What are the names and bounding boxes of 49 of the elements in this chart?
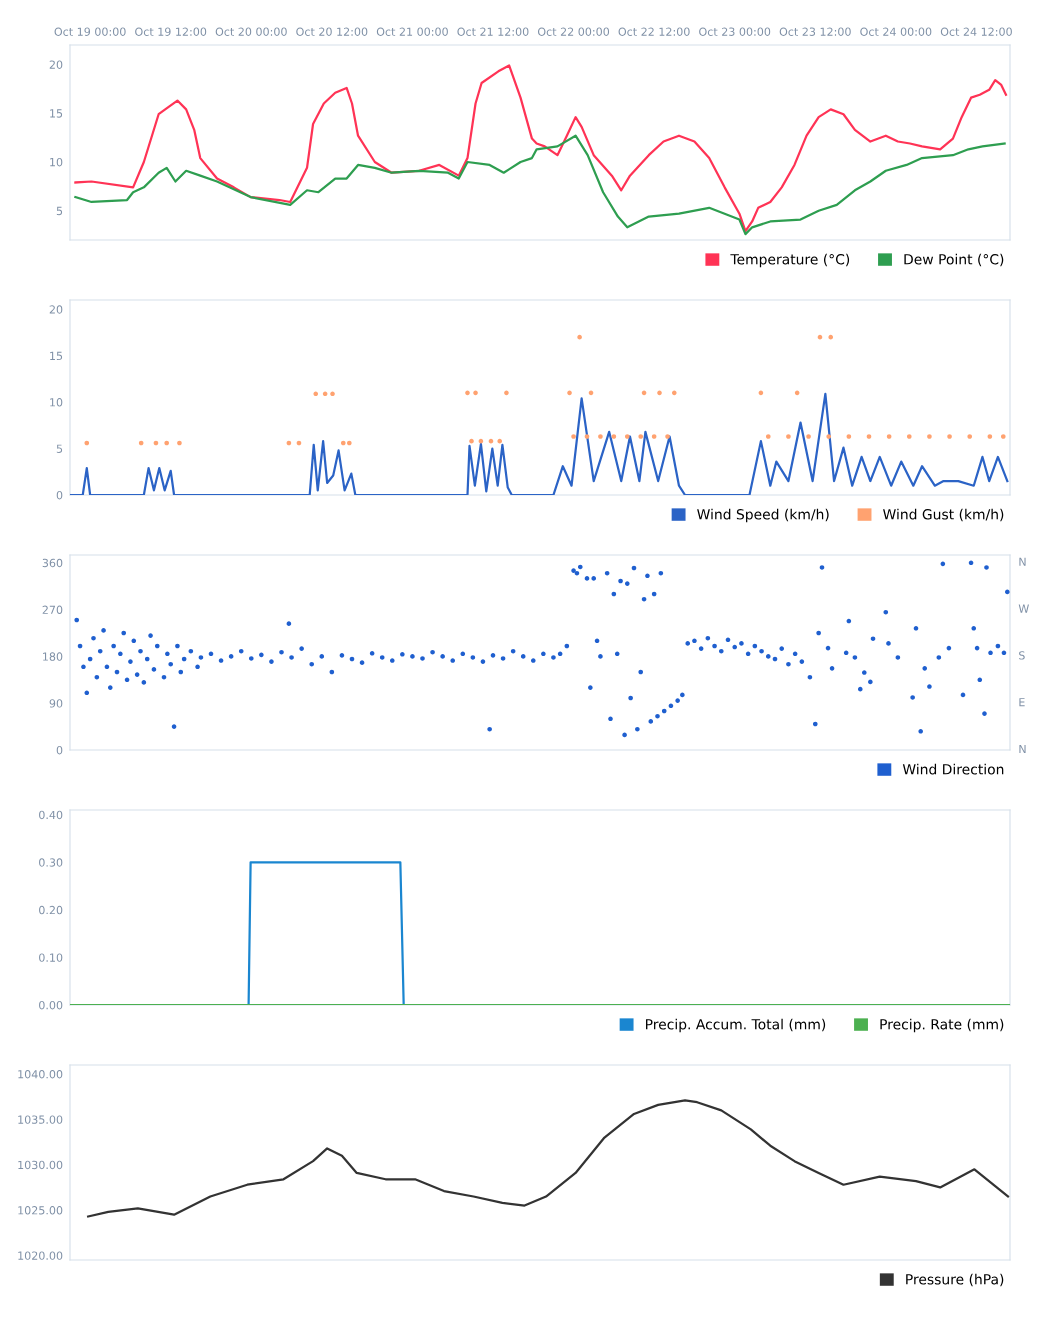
legend-label: Temperature (°C) — [730, 253, 850, 268]
y-tick-label: 90 — [49, 699, 63, 708]
legend-label: Precip. Rate (mm) — [880, 1018, 1004, 1033]
y-tick-label: 15 — [50, 351, 63, 361]
y-tick-label: 15 — [50, 109, 63, 118]
y-tick-label: 0.10 — [39, 953, 63, 962]
text: N — [1019, 744, 1026, 754]
x-tick-label: Oct 21 00:00 — [376, 27, 448, 36]
y-tick-label: 5 — [56, 444, 63, 453]
y-tick-label: 0 — [56, 745, 63, 755]
x-tick-label: Oct 19 00:00 — [54, 27, 126, 36]
y-tick-label: 1040.00 — [18, 1070, 63, 1079]
text: S — [1019, 651, 1025, 660]
legend-label: Dew Point (°C) — [904, 253, 1004, 267]
y-tick-label: 1035.00 — [18, 1115, 63, 1124]
x-tick-label: Oct 19 12:00 — [135, 27, 207, 36]
legend-label: Wind Direction — [902, 763, 1004, 775]
x-tick-label: Oct 21 12:00 — [457, 27, 529, 36]
x-tick-label: Oct 20 00:00 — [215, 27, 287, 36]
y-tick-label: 0.00 — [39, 1000, 63, 1010]
x-tick-label: Oct 22 12:00 — [618, 27, 690, 36]
y-tick-label: 180 — [43, 652, 63, 661]
y-tick-label: 0.40 — [39, 810, 63, 820]
legend-label: Wind Speed (km/h) — [697, 508, 829, 523]
x-tick-label: Oct 20 12:00 — [296, 27, 368, 36]
x-tick-label: Oct 22 00:00 — [537, 27, 610, 36]
legend-label: Pressure (hPa) — [906, 1273, 1004, 1287]
y-tick-label: 20 — [49, 60, 63, 69]
y-tick-label: 1020.00 — [18, 1251, 63, 1260]
legend-label: Precip. Accum. Total (mm) — [646, 1018, 826, 1033]
x-tick-label: Oct 23 12:00 — [779, 27, 851, 36]
y-tick-label: 5 — [56, 206, 63, 216]
y-tick-label: 270 — [42, 605, 63, 614]
y-tick-label: 0.20 — [39, 905, 63, 915]
y-tick-label: 10 — [50, 398, 63, 407]
y-tick-label: 1025.00 — [18, 1206, 63, 1215]
x-tick-label: Oct 24 12:00 — [940, 27, 1012, 36]
text: E — [1019, 698, 1025, 707]
text: W — [1018, 604, 1029, 613]
y-tick-label: 0 — [56, 490, 63, 500]
x-tick-label: Oct 23 00:00 — [699, 27, 771, 36]
y-tick-label: 360 — [42, 558, 63, 568]
text: N — [1019, 557, 1026, 566]
x-tick-label: Oct 24 00:00 — [860, 27, 932, 36]
y-tick-label: 10 — [50, 157, 63, 167]
y-tick-label: 20 — [49, 305, 63, 314]
y-tick-label: 1030.00 — [18, 1160, 63, 1170]
legend-label: Wind Gust (km/h) — [883, 508, 1004, 522]
y-tick-label: 0.30 — [39, 858, 63, 867]
